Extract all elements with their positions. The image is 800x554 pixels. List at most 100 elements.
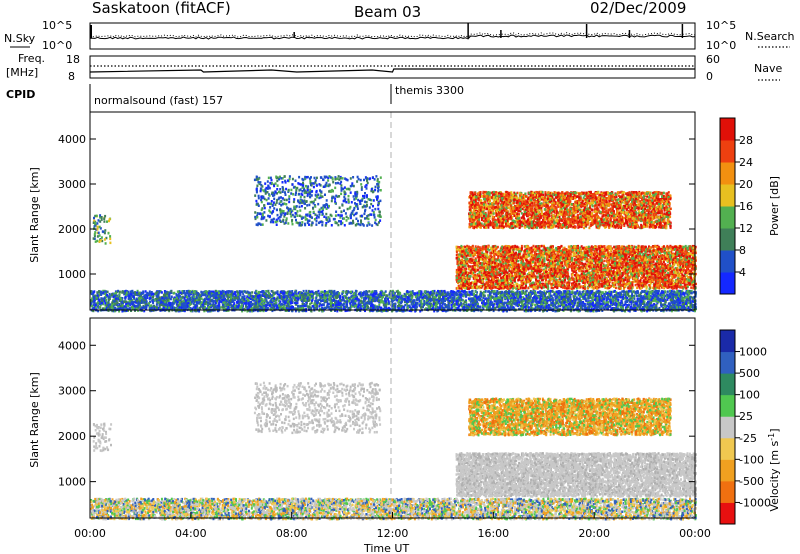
scatter-cell <box>344 300 347 303</box>
scatter-cell <box>625 290 628 293</box>
scatter-cell <box>512 295 515 299</box>
scatter-cell <box>374 295 377 298</box>
scatter-cell <box>627 295 630 298</box>
scatter-cell <box>195 296 198 300</box>
scatter-cell <box>300 299 303 302</box>
scatter-cell <box>266 307 269 310</box>
scatter-cell <box>282 296 285 299</box>
scatter-cell <box>94 306 97 309</box>
scatter-cell <box>163 292 166 295</box>
scatter-cell <box>586 309 589 313</box>
scatter-cell <box>524 306 527 309</box>
scatter-cell <box>525 297 528 300</box>
scatter-cell <box>247 296 250 300</box>
scatter-cell <box>285 306 288 309</box>
scatter-cell <box>94 303 97 307</box>
scatter-cell <box>378 295 381 298</box>
scatter-cell <box>548 291 551 295</box>
scatter-cell <box>290 307 293 310</box>
scatter-cell <box>367 297 370 300</box>
scatter-cell <box>431 290 434 293</box>
scatter-cell <box>617 298 620 301</box>
scatter-cell <box>321 290 324 294</box>
scatter-cell <box>266 303 269 306</box>
scatter-cell <box>649 294 652 298</box>
scatter-cell <box>513 302 516 306</box>
scatter-cell <box>145 300 148 303</box>
scatter-cell <box>488 305 491 309</box>
scatter-cell <box>656 298 658 301</box>
scatter-cell <box>267 290 270 293</box>
scatter-cell <box>548 294 551 297</box>
scatter-cell <box>626 296 629 300</box>
scatter-cell <box>432 301 435 304</box>
scatter-cell <box>168 297 170 301</box>
scatter-cell <box>587 297 590 300</box>
scatter-cell <box>223 300 226 303</box>
scatter-cell <box>580 303 583 306</box>
scatter-cell <box>144 298 147 301</box>
scatter-cell <box>411 294 414 297</box>
scatter-cell <box>554 304 557 307</box>
scatter-cell <box>648 297 651 301</box>
scatter-cell <box>430 297 432 300</box>
scatter-cell <box>619 302 622 305</box>
scatter-cell <box>672 293 675 296</box>
scatter-cell <box>178 295 181 298</box>
scatter-cell <box>453 299 455 302</box>
scatter-cell <box>340 309 343 312</box>
scatter-cell <box>253 299 256 302</box>
scatter-cell <box>184 292 187 295</box>
scatter-cell <box>593 291 596 295</box>
scatter-cell <box>557 302 560 306</box>
scatter-cell <box>658 306 661 310</box>
scatter-cell <box>202 301 205 304</box>
scatter-cell <box>564 300 566 304</box>
scatter-cell <box>686 295 689 298</box>
scatter-cell <box>406 303 409 306</box>
scatter-cell <box>471 293 474 296</box>
scatter-cell <box>259 295 262 299</box>
scatter-cell <box>351 296 354 300</box>
scatter-cell <box>338 307 341 310</box>
scatter-cell <box>406 301 408 305</box>
scatter-cell <box>249 297 252 301</box>
scatter-cell <box>511 293 513 296</box>
scatter-cell <box>466 305 469 308</box>
scatter-cell <box>619 306 622 309</box>
scatter-cell <box>101 301 103 305</box>
scatter-cell <box>393 303 396 306</box>
scatter-cell <box>216 304 219 308</box>
scatter-cell <box>178 306 181 309</box>
scatter-cell <box>323 294 326 298</box>
scatter-cell <box>111 306 114 310</box>
scatter-cell <box>218 292 221 296</box>
scatter-cell <box>421 302 424 306</box>
scatter-cell <box>482 300 485 303</box>
scatter-cell <box>112 309 115 313</box>
scatter-cell <box>320 304 323 307</box>
scatter-cell <box>94 294 97 298</box>
scatter-cell <box>150 291 153 294</box>
scatter-cell <box>117 289 120 293</box>
scatter-cell <box>100 292 103 296</box>
scatter-cell <box>615 293 618 297</box>
scatter-cell <box>381 310 384 313</box>
scatter-cell <box>570 291 573 294</box>
scatter-cell <box>290 291 293 294</box>
scatter-cell <box>441 309 444 312</box>
scatter-cell <box>465 301 468 304</box>
scatter-cell <box>209 302 212 306</box>
scatter-cell <box>91 304 94 308</box>
scatter-cell <box>372 297 375 300</box>
scatter-cell <box>133 305 136 308</box>
scatter-cell <box>213 304 216 307</box>
scatter-cell <box>345 293 348 296</box>
scatter-cell <box>492 309 495 313</box>
scatter-cell <box>130 306 133 309</box>
scatter-cell <box>405 292 408 296</box>
scatter-cell <box>118 293 121 296</box>
scatter-cell <box>299 298 302 301</box>
scatter-cell <box>308 299 311 302</box>
scatter-cell <box>336 307 339 311</box>
